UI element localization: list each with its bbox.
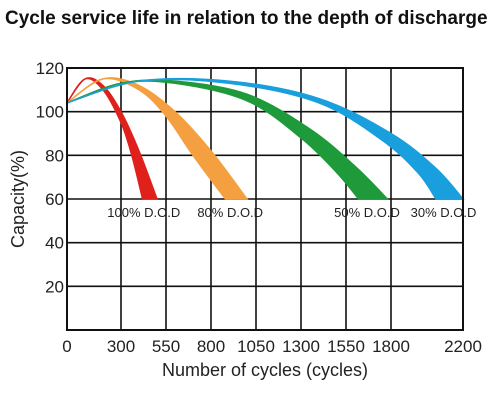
series-band-100-d-o-d — [66, 77, 159, 200]
series-band-80-d-o-d — [66, 77, 249, 200]
band-labels: 100% D.O.D 80% D.O.D 50% D.O.D 30% D.O.D — [107, 205, 476, 220]
x-axis-label: Number of cycles (cycles) — [162, 360, 368, 380]
x-tick-label-6: 1550 — [327, 337, 365, 356]
series-bands — [66, 77, 465, 200]
y-axis-ticks: 20 40 60 80 100 120 — [36, 59, 64, 296]
x-tick-label-1: 300 — [107, 337, 135, 356]
y-tick-label-3: 80 — [45, 146, 64, 165]
series-band-30-d-o-d — [66, 77, 465, 200]
x-axis-ticks: 0 300 550 800 1050 1300 1550 1800 2200 — [62, 337, 482, 356]
x-tick-label-4: 1050 — [237, 337, 275, 356]
x-tick-label-3: 800 — [197, 337, 225, 356]
chart-title: Cycle service life in relation to the de… — [5, 8, 488, 29]
band-label-1: 80% D.O.D — [197, 205, 263, 220]
series-band-50-d-o-d — [66, 79, 390, 200]
y-tick-label-2: 60 — [45, 190, 64, 209]
y-tick-label-1: 40 — [45, 234, 64, 253]
band-label-3: 30% D.O.D — [411, 205, 477, 220]
x-tick-label-0: 0 — [62, 337, 71, 356]
y-tick-label-0: 20 — [45, 277, 64, 296]
y-tick-label-5: 120 — [36, 59, 64, 78]
x-tick-label-5: 1300 — [282, 337, 320, 356]
plot-frame — [66, 67, 464, 331]
band-label-2: 50% D.O.D — [334, 205, 400, 220]
y-tick-label-4: 100 — [36, 103, 64, 122]
band-label-0: 100% D.O.D — [107, 205, 180, 220]
x-tick-label-8: 2200 — [444, 337, 482, 356]
y-axis-label: Capacity(%) — [8, 150, 28, 248]
x-tick-label-2: 550 — [152, 337, 180, 356]
x-tick-label-7: 1800 — [372, 337, 410, 356]
